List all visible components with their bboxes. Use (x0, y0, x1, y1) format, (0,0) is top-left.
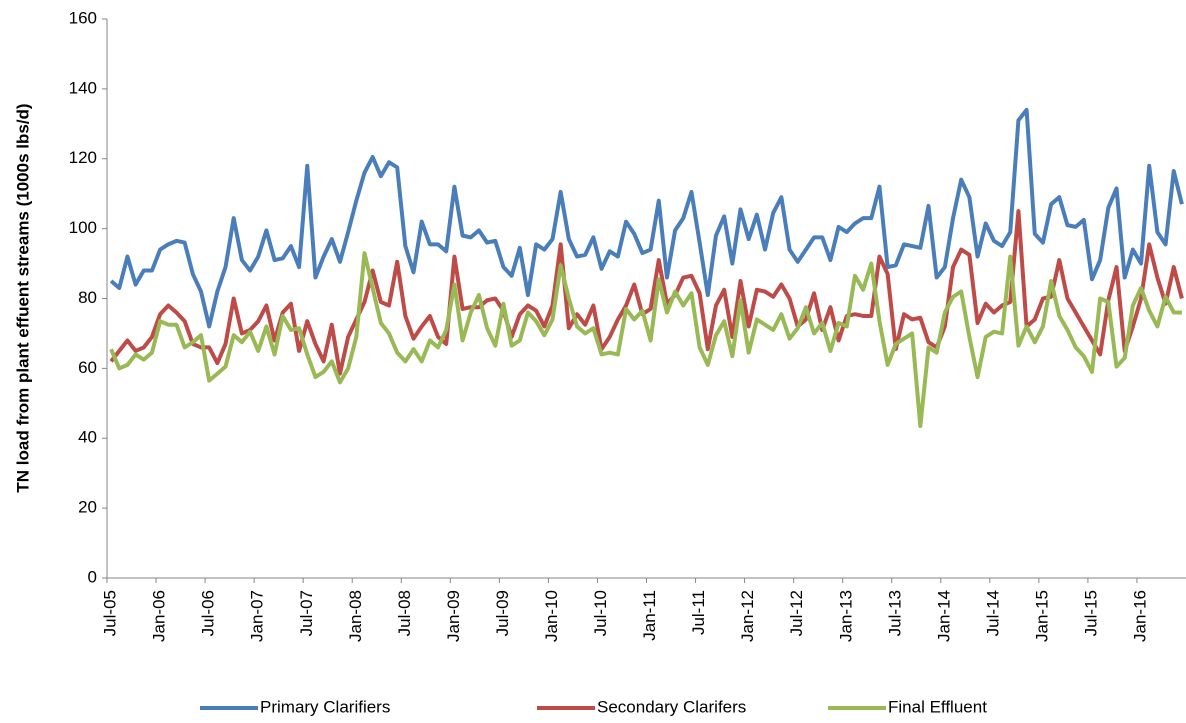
series-line (109, 251, 1182, 429)
x-tick-label: Jul-05 (101, 590, 120, 636)
legend-label: Primary Clarifiers (260, 697, 390, 716)
x-tick-label: Jan-07 (248, 590, 267, 642)
x-tick-label: Jul-12 (787, 590, 806, 636)
y-tick-label: 20 (78, 498, 97, 517)
x-tick-label: Jan-06 (150, 590, 169, 642)
x-tick-label: Jul-09 (493, 590, 512, 636)
legend-label: Final Effluent (888, 697, 987, 716)
x-tick-label: Jan-09 (444, 590, 463, 642)
x-tick-label: Jan-10 (542, 590, 561, 642)
x-tick-label: Jul-13 (885, 590, 904, 636)
y-tick-label: 140 (69, 78, 97, 97)
x-tick-label: Jul-07 (297, 590, 316, 636)
y-tick-label: 0 (88, 567, 97, 586)
y-tick-label: 100 (69, 218, 97, 237)
x-tick-label: Jul-10 (591, 590, 610, 636)
x-tick-label: Jan-08 (346, 590, 365, 642)
x-tick-label: Jul-14 (983, 590, 1002, 636)
x-tick-label: Jul-15 (1081, 590, 1100, 636)
x-tick-label: Jan-14 (934, 590, 953, 642)
y-tick-label: 80 (78, 288, 97, 307)
series-line (109, 107, 1184, 329)
y-tick-label: 160 (69, 8, 97, 27)
x-tick-label: Jul-06 (199, 590, 218, 636)
x-tick-label: Jan-12 (738, 590, 757, 642)
x-tick-label: Jan-16 (1131, 590, 1150, 642)
y-tick-label: 40 (78, 428, 97, 447)
x-tick-label: Jan-15 (1032, 590, 1051, 642)
y-tick-label: 60 (78, 358, 97, 377)
y-tick-label: 120 (69, 148, 97, 167)
x-tick-label: Jan-11 (640, 590, 659, 641)
y-axis-title: TN load from plant effuent streams (1000… (13, 103, 32, 492)
x-tick-label: Jul-08 (395, 590, 414, 636)
x-tick-label: Jan-13 (836, 590, 855, 642)
legend-label: Secondary Clarifers (597, 697, 746, 716)
x-tick-label: Jul-11 (689, 590, 708, 635)
